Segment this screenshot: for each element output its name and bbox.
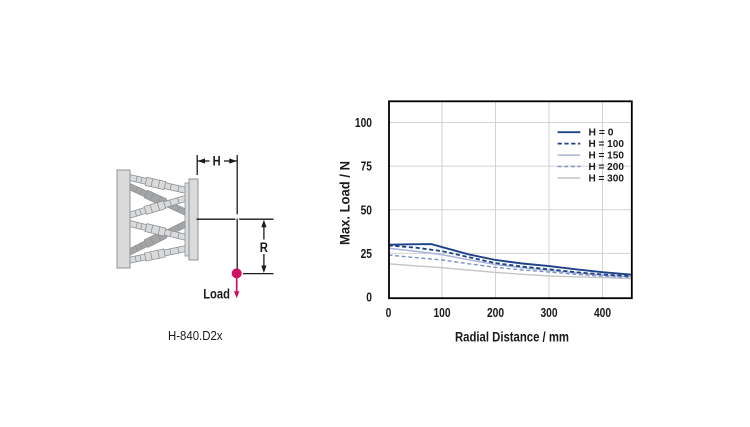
svg-text:400: 400 xyxy=(594,305,611,320)
svg-text:R: R xyxy=(260,240,268,255)
svg-text:H: H xyxy=(213,153,221,168)
svg-text:200: 200 xyxy=(487,305,504,320)
svg-text:H = 200: H = 200 xyxy=(589,162,625,173)
svg-text:25: 25 xyxy=(361,246,372,261)
svg-text:H = 100: H = 100 xyxy=(589,139,625,150)
svg-text:H-840.D2x: H-840.D2x xyxy=(168,329,223,343)
svg-text:H = 150: H = 150 xyxy=(589,151,625,162)
svg-text:0: 0 xyxy=(366,290,372,305)
svg-text:Load: Load xyxy=(203,286,230,301)
svg-text:Max. Load / N: Max. Load / N xyxy=(338,161,353,245)
svg-text:Radial Distance / mm: Radial Distance / mm xyxy=(455,330,569,345)
svg-text:H = 0: H = 0 xyxy=(589,128,614,139)
svg-text:100: 100 xyxy=(433,305,450,320)
svg-text:H = 300: H = 300 xyxy=(589,174,625,185)
svg-text:50: 50 xyxy=(361,202,372,217)
svg-text:75: 75 xyxy=(361,159,372,174)
svg-text:100: 100 xyxy=(355,115,372,130)
svg-text:300: 300 xyxy=(540,305,557,320)
svg-text:0: 0 xyxy=(386,305,392,320)
